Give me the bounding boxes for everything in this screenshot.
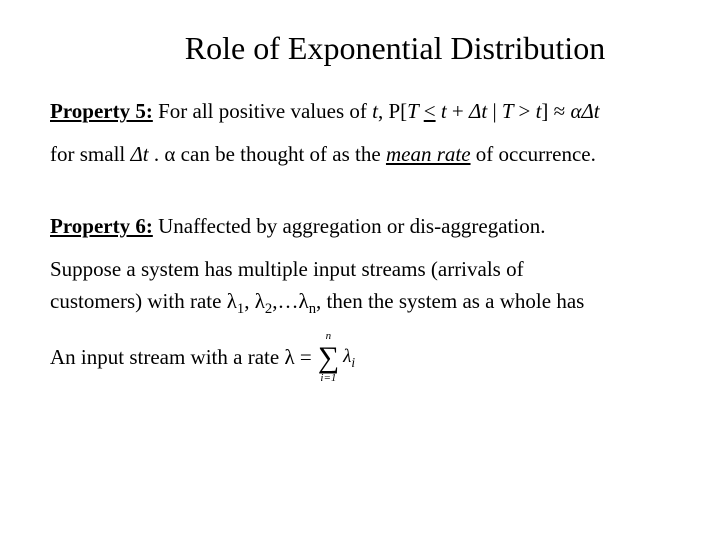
plus: + — [452, 99, 469, 123]
text: An input stream with a rate — [50, 345, 284, 369]
cond-bar: | — [487, 99, 502, 123]
lambda: λ — [227, 289, 237, 313]
page-title: Role of Exponential Distribution — [50, 30, 680, 67]
spacer — [50, 180, 680, 210]
lambda: λ — [299, 289, 309, 313]
text: Unaffected by aggregation or dis-aggrega… — [153, 214, 546, 238]
mean-rate: mean rate — [386, 142, 471, 166]
property-6-line1: Property 6: Unaffected by aggregation or… — [50, 210, 680, 243]
lambda: λ — [284, 345, 294, 369]
var-T: T — [502, 99, 519, 123]
sigma-icon: ∑ — [318, 344, 339, 371]
delta-t: Δt — [130, 142, 148, 166]
comma: , — [244, 289, 255, 313]
summation: n ∑ i=1 — [318, 331, 339, 384]
text: For all positive values of — [153, 99, 372, 123]
property-6-para: Suppose a system has multiple input stre… — [50, 253, 680, 322]
text: of occurrence. — [471, 142, 596, 166]
delta-t: Δt — [469, 99, 487, 123]
text: can be thought of as the — [175, 142, 386, 166]
property-5-label: Property 5: — [50, 99, 153, 123]
text: , P[ — [378, 99, 407, 123]
text-lead: An input stream with a rate λ = — [50, 341, 312, 374]
le-symbol: < — [424, 99, 436, 123]
gt: > — [518, 99, 535, 123]
text: for small — [50, 142, 130, 166]
alpha: α — [570, 99, 581, 123]
equals: = — [295, 345, 312, 369]
text: customers) with rate — [50, 289, 227, 313]
var-t: t — [436, 99, 452, 123]
slide: Role of Exponential Distribution Propert… — [0, 0, 720, 540]
property-6-sum-line: An input stream with a rate λ = n ∑ i=1 … — [50, 331, 680, 384]
var-T: T — [407, 99, 424, 123]
sub-i: i — [351, 355, 355, 370]
lambda: λ — [255, 289, 265, 313]
alpha: α — [164, 142, 175, 166]
property-6-label: Property 6: — [50, 214, 153, 238]
sum-lower: i=1 — [318, 373, 339, 384]
ellipsis: ,… — [272, 289, 298, 313]
text: Suppose a system has multiple input stre… — [50, 257, 524, 281]
sum-term: λi — [343, 342, 355, 373]
approx: ≈ — [554, 99, 571, 123]
sub-n: n — [309, 301, 316, 317]
delta-t: Δt — [581, 99, 599, 123]
property-5-line2: for small Δt . α can be thought of as th… — [50, 138, 680, 171]
text: . — [149, 142, 165, 166]
close-bracket: ] — [541, 99, 553, 123]
property-5-line1: Property 5: For all positive values of t… — [50, 95, 680, 128]
text: , then the system as a whole has — [316, 289, 584, 313]
